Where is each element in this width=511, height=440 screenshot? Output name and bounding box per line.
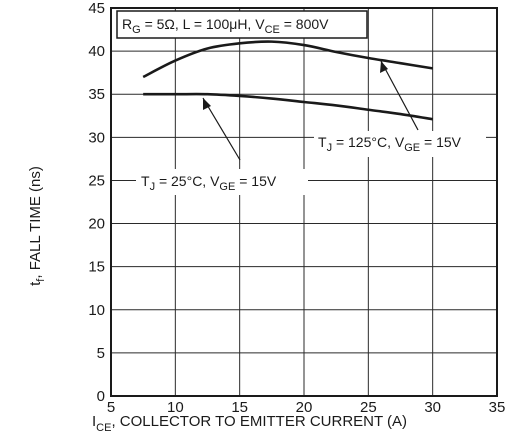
- cond-p2-sub: CE: [265, 24, 280, 36]
- x-tick-label-15: 15: [231, 399, 248, 416]
- y-tick-label-20: 20: [88, 216, 105, 233]
- annotation-25c-bg: [136, 169, 308, 195]
- annotation-125c: TJ = 125°C, VGE = 15V: [314, 60, 486, 157]
- y-tick-label-0: 0: [97, 388, 105, 405]
- cond-p3: = 800V: [280, 16, 329, 32]
- y-tick-label-45: 45: [88, 0, 105, 17]
- y-tick-label-15: 15: [88, 259, 105, 276]
- x-tick-label-5: 5: [107, 399, 115, 416]
- ann0-t1: T: [318, 134, 327, 150]
- ann0-t2: = 125°C, V: [332, 134, 405, 150]
- x-tick-label-10: 10: [167, 399, 184, 416]
- annotation-125c-arrow-line: [380, 60, 419, 131]
- ann0-t3: = 15V: [420, 134, 462, 150]
- x-axis-title-main: I: [92, 413, 96, 430]
- y-tick-label-25: 25: [88, 172, 105, 189]
- plot-frame: [110, 7, 498, 397]
- cond-p1: R: [122, 16, 132, 32]
- x-axis-title-sub: CE: [96, 422, 111, 434]
- cond-p2: = 5Ω, L = 100μH, V: [141, 16, 266, 32]
- x-axis-title-rest: , COLLECTOR TO EMITTER CURRENT (A): [111, 413, 407, 430]
- y-tick-label-30: 30: [88, 129, 105, 146]
- y-axis-title: tf, FALL TIME (ns): [27, 166, 47, 286]
- y-tick-label-40: 40: [88, 43, 105, 60]
- ann1-t1: T: [141, 173, 150, 189]
- annotation-125c-arrowhead: [380, 61, 388, 73]
- series-lines: [142, 40, 433, 121]
- y-tick-label-35: 35: [88, 86, 105, 103]
- conditions-text: RG = 5Ω, L = 100μH, VCE = 800V: [122, 16, 329, 36]
- ann1-t3: = 15V: [235, 173, 277, 189]
- annotation-25c: TJ = 25°C, VGE = 15V: [136, 97, 308, 195]
- y-axis-title-main: t: [27, 281, 44, 286]
- y-axis-title-rest: , FALL TIME (ns): [27, 166, 44, 279]
- series-line-0: [142, 40, 433, 79]
- x-tick-labels: 5 10 15 20 25 30 35: [107, 399, 506, 416]
- annotation-125c-bg: [314, 131, 486, 157]
- series-line-1: [143, 92, 433, 121]
- y-axis-title-sub: f: [35, 278, 47, 282]
- annotation-25c-arrow-line: [202, 97, 241, 161]
- annotation-125c-label: TJ = 125°C, VGE = 15V: [318, 134, 462, 154]
- y-tick-label-5: 5: [97, 345, 105, 362]
- y-tick-labels: 0 5 10 15 20 25 30 35 40 45: [88, 0, 105, 405]
- x-tick-label-35: 35: [489, 399, 506, 416]
- x-tick-label-20: 20: [296, 399, 313, 416]
- x-tick-label-25: 25: [360, 399, 377, 416]
- ann0-t2-sub: GE: [404, 142, 420, 154]
- conditions-box-border: [116, 10, 368, 39]
- ann1-t1-sub: J: [150, 181, 156, 193]
- y-tick-label-10: 10: [88, 302, 105, 319]
- cond-p1-sub: G: [132, 24, 141, 36]
- grid-lines: [111, 8, 497, 396]
- annotation-25c-arrowhead: [203, 98, 211, 110]
- conditions-box: RG = 5Ω, L = 100μH, VCE = 800V: [116, 10, 368, 39]
- annotation-25c-label: TJ = 25°C, VGE = 15V: [141, 173, 277, 193]
- x-axis-title: ICE, COLLECTOR TO EMITTER CURRENT (A): [92, 413, 407, 434]
- x-tick-label-30: 30: [424, 399, 441, 416]
- ann1-t2-sub: GE: [219, 181, 235, 193]
- ann1-t2: = 25°C, V: [155, 173, 220, 189]
- ann0-t1-sub: J: [327, 142, 333, 154]
